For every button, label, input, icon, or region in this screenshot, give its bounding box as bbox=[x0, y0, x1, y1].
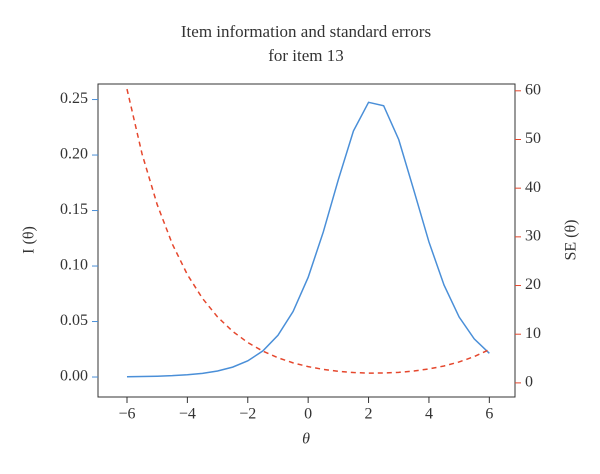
y-tick-label: 0.25 bbox=[60, 90, 88, 107]
x-tick-label: 0 bbox=[304, 406, 312, 423]
y2-tick-label: 20 bbox=[525, 276, 541, 293]
y-tick-label: 0.10 bbox=[60, 257, 88, 274]
series-line bbox=[126, 88, 490, 374]
y2-tick-label: 60 bbox=[525, 81, 541, 98]
chart-title: Item information and standard errors bbox=[181, 22, 431, 41]
y-tick-label: 0.20 bbox=[60, 146, 88, 163]
chart-title: for item 13 bbox=[268, 46, 344, 65]
x-tick-label: −4 bbox=[179, 406, 196, 423]
y2-axis-label: SE (θ) bbox=[563, 220, 580, 261]
y2-tick-label: 10 bbox=[525, 325, 541, 342]
x-tick-label: 2 bbox=[365, 406, 373, 423]
y-tick-label: 0.05 bbox=[60, 312, 88, 329]
y2-tick-label: 30 bbox=[525, 228, 541, 245]
x-tick-label: −2 bbox=[239, 406, 256, 423]
series-line bbox=[126, 101, 490, 378]
x-axis-label: θ bbox=[302, 431, 310, 448]
x-tick-label: 4 bbox=[425, 406, 433, 423]
y-tick-label: 0.15 bbox=[60, 201, 88, 218]
x-tick-label: −6 bbox=[118, 406, 135, 423]
y2-tick-label: 50 bbox=[525, 130, 541, 147]
y2-tick-label: 0 bbox=[525, 374, 533, 391]
y-tick-label: 0.00 bbox=[60, 368, 88, 385]
y2-tick-label: 40 bbox=[525, 179, 541, 196]
x-tick-label: 6 bbox=[485, 406, 493, 423]
y-axis-label: I (θ) bbox=[21, 226, 38, 254]
plot-frame bbox=[97, 83, 516, 398]
